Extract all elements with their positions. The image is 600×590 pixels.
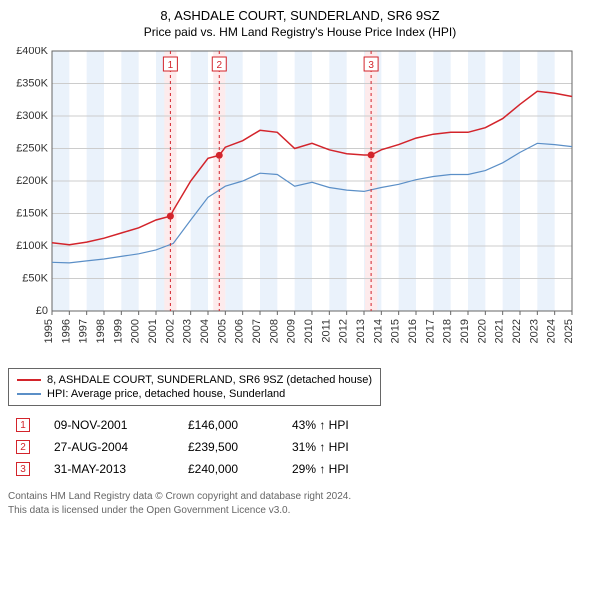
svg-text:2022: 2022: [511, 319, 523, 343]
legend-label: 8, ASHDALE COURT, SUNDERLAND, SR6 9SZ (d…: [47, 374, 372, 386]
license-line: Contains HM Land Registry data © Crown c…: [8, 490, 592, 504]
svg-text:2005: 2005: [216, 319, 228, 343]
svg-text:1: 1: [168, 60, 174, 71]
page-title: 8, ASHDALE COURT, SUNDERLAND, SR6 9SZ: [8, 8, 592, 23]
svg-text:£300K: £300K: [16, 110, 48, 122]
svg-text:£50K: £50K: [22, 273, 48, 285]
svg-text:2004: 2004: [199, 319, 211, 343]
sale-row: 3 31-MAY-2013 £240,000 29% ↑ HPI: [8, 458, 592, 480]
sale-price: £240,000: [188, 462, 268, 476]
svg-text:1998: 1998: [95, 319, 107, 343]
page-subtitle: Price paid vs. HM Land Registry's House …: [8, 25, 592, 39]
sale-row: 2 27-AUG-2004 £239,500 31% ↑ HPI: [8, 436, 592, 458]
svg-text:1995: 1995: [43, 319, 55, 343]
license-text: Contains HM Land Registry data © Crown c…: [8, 490, 592, 518]
legend-swatch: [17, 393, 41, 395]
sale-price: £146,000: [188, 418, 268, 432]
price-chart: £0 £50K £100K £150K £200K £250K £300K £350K £400…: [8, 47, 592, 362]
sale-row: 1 09-NOV-2001 £146,000 43% ↑ HPI: [8, 414, 592, 436]
svg-text:2021: 2021: [494, 319, 506, 343]
svg-text:2006: 2006: [234, 319, 246, 343]
svg-text:£350K: £350K: [16, 78, 48, 90]
legend-swatch: [17, 379, 41, 381]
svg-text:2008: 2008: [268, 319, 280, 343]
svg-text:£150K: £150K: [16, 208, 48, 220]
sale-price: £239,500: [188, 440, 268, 454]
svg-text:£250K: £250K: [16, 143, 48, 155]
sale-date: 09-NOV-2001: [54, 418, 164, 432]
chart-svg: £0 £50K £100K £150K £200K £250K £300K £350K £400…: [8, 47, 578, 357]
svg-text:2018: 2018: [442, 319, 454, 343]
sale-delta: 31% ↑ HPI: [292, 440, 349, 454]
svg-text:2014: 2014: [372, 319, 384, 343]
svg-text:2023: 2023: [528, 319, 540, 343]
svg-text:£400K: £400K: [16, 47, 48, 57]
svg-text:2010: 2010: [303, 319, 315, 343]
sale-date: 27-AUG-2004: [54, 440, 164, 454]
sale-marker: 1: [16, 418, 30, 432]
svg-text:2000: 2000: [130, 319, 142, 343]
svg-text:2016: 2016: [407, 319, 419, 343]
legend-row: HPI: Average price, detached house, Sund…: [17, 387, 372, 401]
svg-text:1997: 1997: [78, 319, 90, 343]
svg-text:1999: 1999: [112, 319, 124, 343]
svg-text:2: 2: [216, 60, 222, 71]
svg-text:2012: 2012: [338, 319, 350, 343]
legend: 8, ASHDALE COURT, SUNDERLAND, SR6 9SZ (d…: [8, 368, 381, 406]
svg-text:£200K: £200K: [16, 175, 48, 187]
svg-text:2020: 2020: [476, 319, 488, 343]
svg-text:2017: 2017: [424, 319, 436, 343]
sale-marker: 3: [16, 462, 30, 476]
svg-text:£100K: £100K: [16, 240, 48, 252]
legend-label: HPI: Average price, detached house, Sund…: [47, 388, 285, 400]
svg-text:2024: 2024: [546, 319, 558, 343]
svg-text:3: 3: [368, 60, 374, 71]
svg-text:2025: 2025: [563, 319, 575, 343]
svg-text:2001: 2001: [147, 319, 159, 343]
sale-marker: 2: [16, 440, 30, 454]
svg-text:2015: 2015: [390, 319, 402, 343]
legend-row: 8, ASHDALE COURT, SUNDERLAND, SR6 9SZ (d…: [17, 373, 372, 387]
sales-table: 1 09-NOV-2001 £146,000 43% ↑ HPI 2 27-AUG-200…: [8, 414, 592, 480]
svg-text:2003: 2003: [182, 319, 194, 343]
sale-delta: 29% ↑ HPI: [292, 462, 349, 476]
svg-text:2002: 2002: [164, 319, 176, 343]
svg-text:2013: 2013: [355, 319, 367, 343]
svg-text:£0: £0: [36, 305, 48, 317]
svg-text:2007: 2007: [251, 319, 263, 343]
sale-date: 31-MAY-2013: [54, 462, 164, 476]
sale-delta: 43% ↑ HPI: [292, 418, 349, 432]
svg-text:2019: 2019: [459, 319, 471, 343]
svg-text:2009: 2009: [286, 319, 298, 343]
svg-text:1996: 1996: [60, 319, 72, 343]
svg-text:2011: 2011: [320, 319, 332, 343]
license-line: This data is licensed under the Open Gov…: [8, 504, 592, 518]
